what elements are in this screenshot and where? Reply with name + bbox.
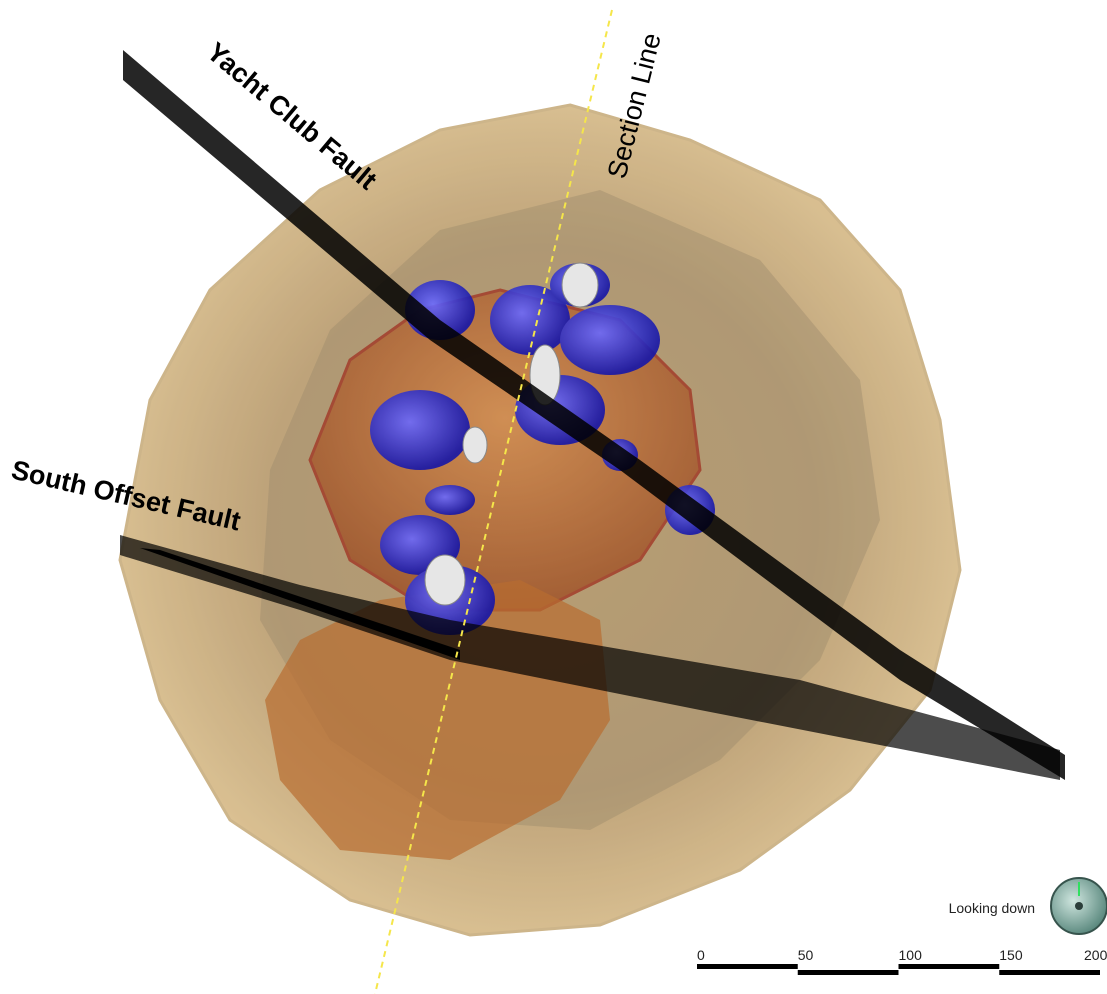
scale-bar: 0 50 100 150 200	[697, 947, 1107, 975]
scale-segment	[797, 970, 899, 975]
view-orientation: Looking down	[949, 900, 1035, 916]
scale-segment	[697, 964, 798, 969]
faults	[120, 50, 1065, 780]
section-line	[374, 9, 613, 994]
scale-label: 100	[899, 947, 923, 963]
compass	[1050, 877, 1107, 935]
scale-label: 50	[798, 947, 814, 963]
scale-segment	[999, 970, 1100, 975]
scale-segment	[898, 964, 1000, 969]
geology	[118, 103, 962, 937]
scale-label: 150	[999, 947, 1023, 963]
fault-label: Yacht Club Fault	[201, 37, 382, 196]
scale-label: 200	[1084, 947, 1107, 963]
scale-label: 0	[697, 947, 705, 963]
